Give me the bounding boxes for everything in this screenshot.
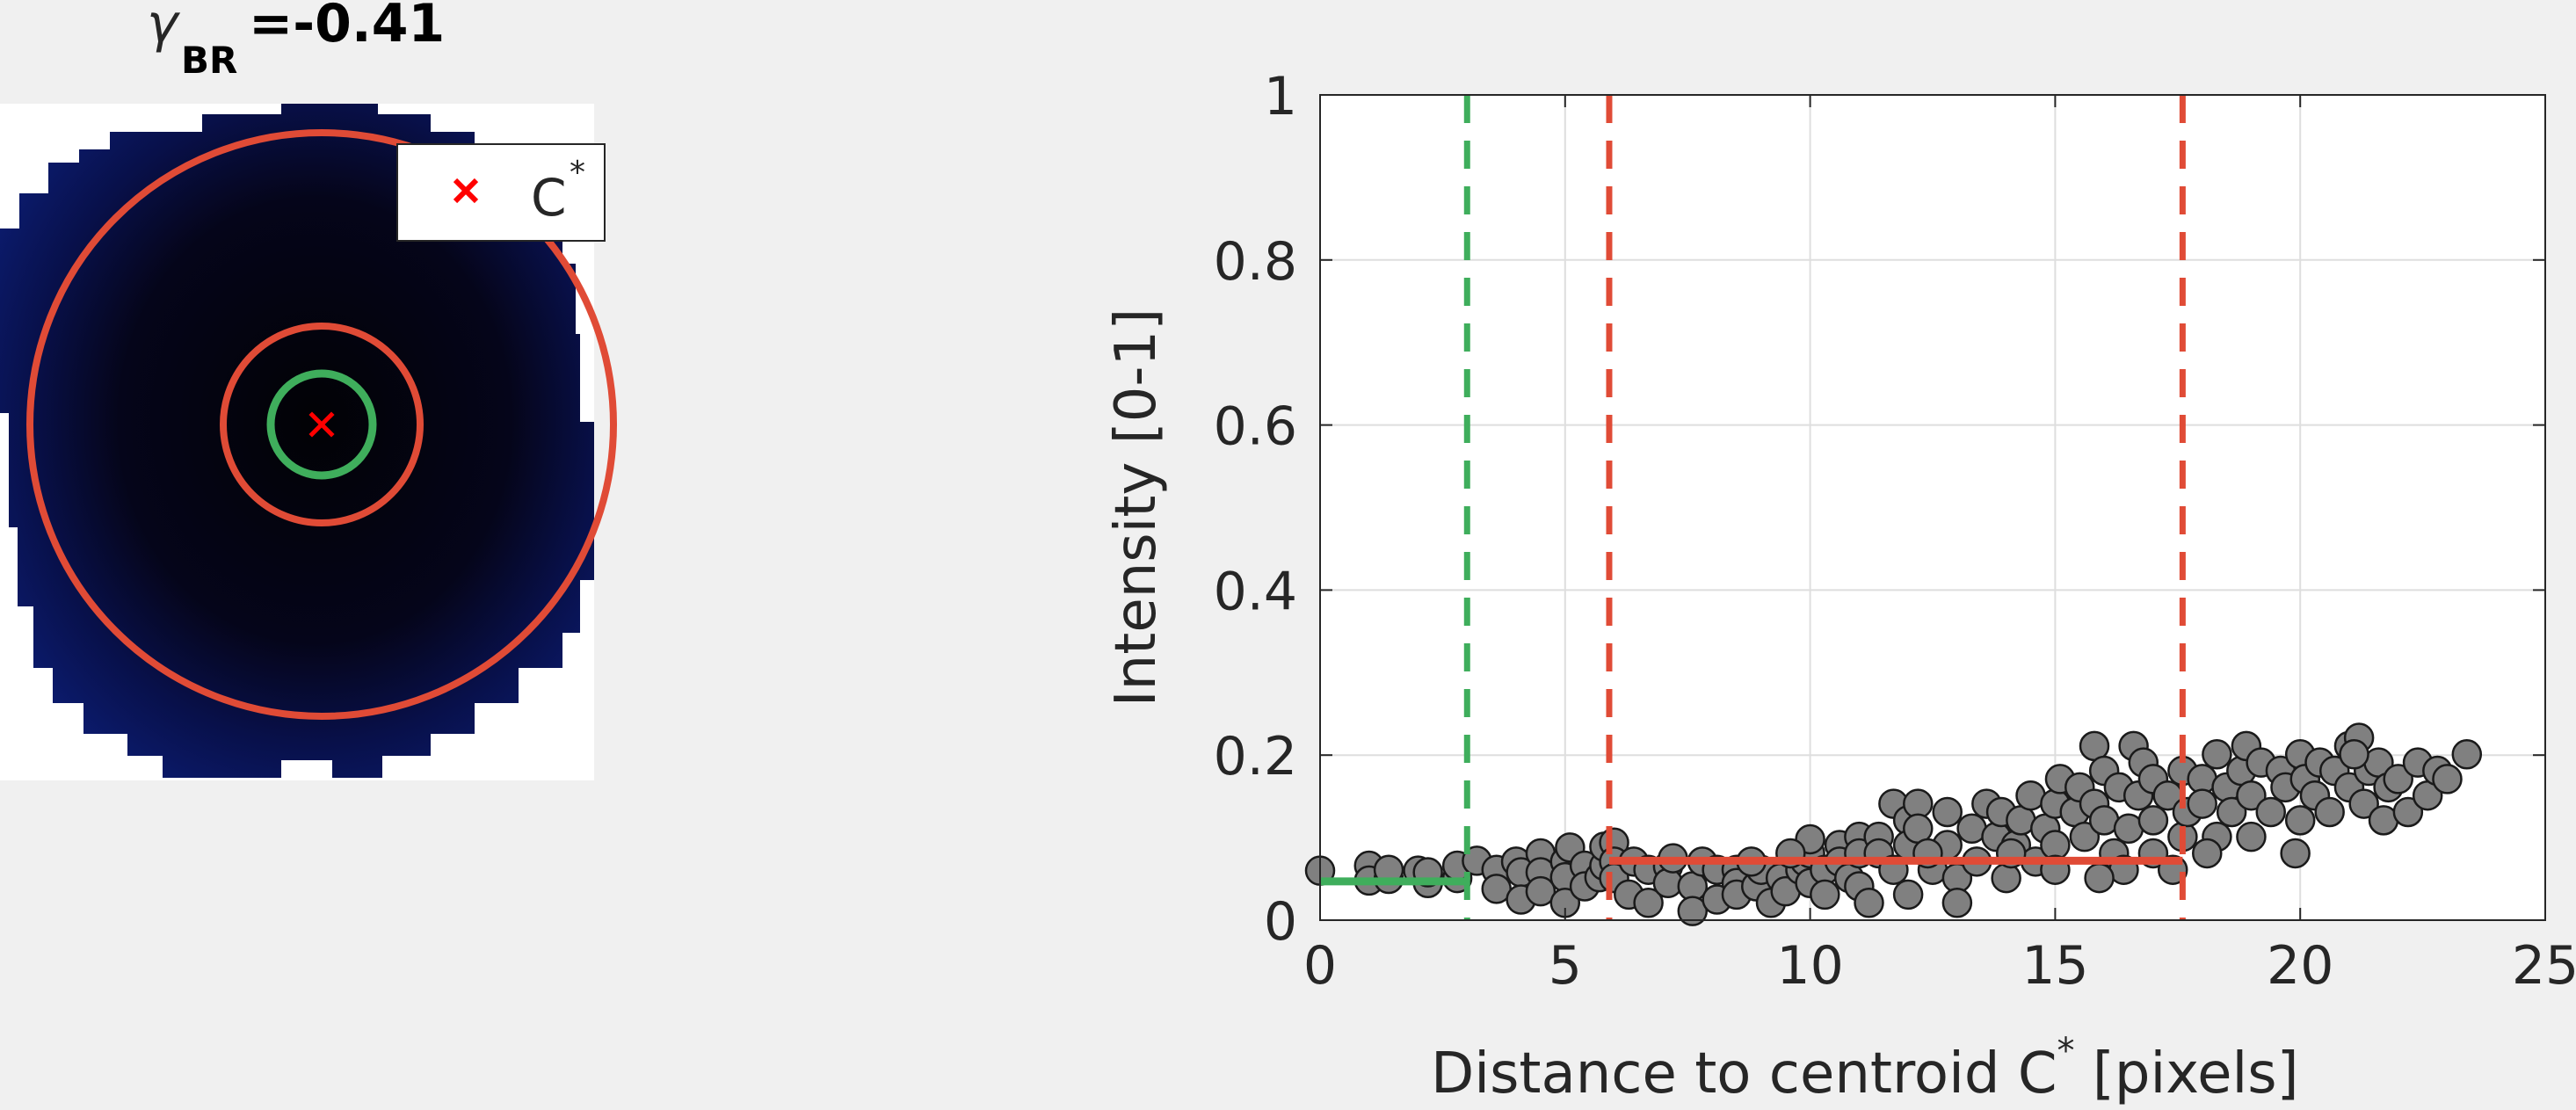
data-point: [1810, 879, 1840, 910]
plot-frame: [1319, 94, 2546, 921]
image-panel: γ BR =-0.41 C *: [0, 0, 633, 791]
svg-text:Distance to centroid C* [pixel: Distance to centroid C* [pixels]: [1431, 1031, 2299, 1106]
x-axis-label-main: Distance to centroid C: [1431, 1041, 2057, 1106]
data-point: [2255, 796, 2286, 828]
data-point: [2187, 788, 2217, 819]
data-point: [1932, 796, 1963, 828]
x-tick-label: 10: [1776, 935, 1843, 997]
legend-label-sup: *: [570, 155, 585, 191]
y-tick-label: 0.6: [1214, 396, 1297, 458]
data-point: [2339, 739, 2369, 770]
y-axis-label: Intensity [0-1]: [1104, 308, 1169, 707]
threshold-lines: [1320, 95, 2186, 920]
data-point: [1941, 888, 1973, 918]
legend-label: C: [531, 168, 567, 228]
x-tick-label: 15: [2021, 935, 2088, 997]
y-tick-label: 1: [1264, 66, 1297, 127]
y-tick-label: 0: [1264, 891, 1297, 953]
x-axis-label-sup: *: [2057, 1031, 2075, 1071]
x-axis-label: Distance to centroid C* [pixels]: [1431, 1031, 2299, 1106]
axis-ticks: 0 5 10 15 20 25 0 0.2 0.4 0.6 0.8 1: [1214, 66, 2576, 997]
data-point: [1677, 896, 1709, 926]
data-point: [2137, 805, 2169, 836]
inner-ring: [266, 369, 377, 480]
x-tick-label: 25: [2512, 935, 2576, 997]
data-point: [1991, 862, 2021, 894]
data-point: [2314, 796, 2345, 828]
panel-title-value: =-0.41: [249, 0, 445, 54]
image-legend: C *: [396, 143, 606, 242]
data-point: [2192, 838, 2223, 869]
data-point: [2392, 796, 2424, 828]
data-point: [2383, 764, 2413, 794]
panel-title-symbol: γ: [147, 0, 181, 54]
y-tick-label: 0.8: [1214, 231, 1297, 293]
data-point: [2216, 796, 2247, 828]
panel-title-subscript: BR: [181, 39, 237, 82]
data-point: [2236, 780, 2267, 811]
outer-ring: [26, 129, 617, 720]
data-point: [1633, 888, 1664, 918]
data-point: [2280, 838, 2311, 869]
data-point: [2236, 821, 2267, 852]
data-point: [2069, 821, 2101, 852]
x-tick-label: 0: [1303, 935, 1337, 997]
cell-blob: [0, 104, 594, 778]
middle-ring: [220, 323, 424, 526]
data-point: [2451, 739, 2483, 770]
legend-marker-icon: [453, 178, 479, 204]
data-point: [2284, 805, 2316, 836]
cell-image: γ BR =-0.41 C *: [0, 0, 617, 780]
legend-box: [396, 143, 606, 242]
data-point: [1525, 875, 1556, 907]
x-tick-label: 5: [1549, 935, 1582, 997]
data-points: [1304, 722, 2483, 926]
x-tick-label: 20: [2267, 935, 2333, 997]
data-point: [1854, 888, 1884, 918]
centroid-marker: [308, 411, 335, 438]
data-point: [2084, 862, 2115, 894]
data-point: [2202, 739, 2232, 770]
data-point: [2432, 764, 2463, 794]
y-tick-label: 0.2: [1214, 726, 1297, 787]
y-tick-label: 0.4: [1214, 561, 1297, 622]
data-point: [2348, 788, 2379, 819]
data-point: [1892, 879, 1924, 910]
x-axis-label-suffix: [pixels]: [2075, 1041, 2299, 1106]
